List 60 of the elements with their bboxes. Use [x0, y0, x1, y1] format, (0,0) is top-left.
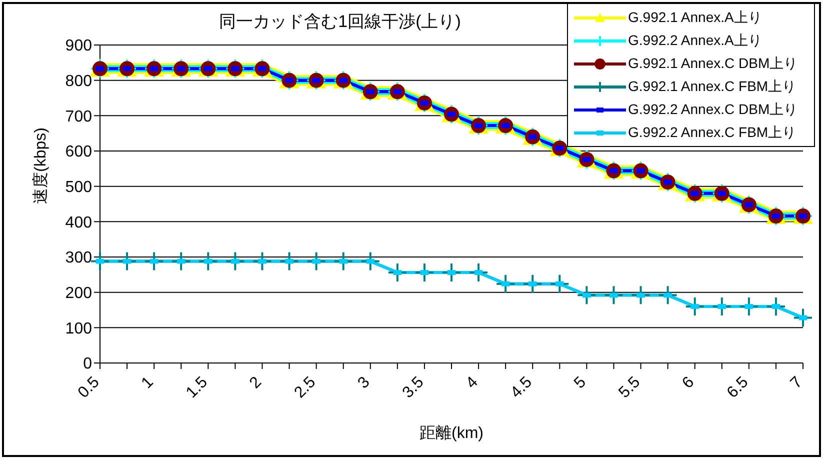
point — [279, 251, 300, 272]
x-tick-label: 4.5 — [508, 374, 536, 402]
point — [496, 274, 516, 294]
point — [576, 285, 597, 306]
point — [414, 262, 434, 283]
point — [550, 274, 570, 294]
point — [522, 274, 543, 294]
y-tick-label: 600 — [65, 144, 92, 161]
point — [306, 251, 326, 272]
x-tick-label: 0.5 — [75, 374, 103, 402]
legend-label: G.992.1 Annex.C DBM上り — [628, 54, 798, 72]
point — [766, 296, 786, 316]
legend-label: G.992.2 Annex.C FBM上り — [628, 124, 796, 142]
point — [658, 285, 678, 306]
x-tick-label: 5 — [571, 374, 590, 392]
x-tick-label: 1.5 — [183, 374, 212, 402]
y-tick-label: 0 — [83, 356, 92, 373]
x-axis-title: 距離(km) — [420, 424, 484, 442]
point — [252, 251, 272, 272]
point — [225, 251, 246, 272]
chart-title: 同一カッド含む1回線干渉(上り) — [218, 11, 462, 33]
x-tick-label: 2.5 — [291, 374, 320, 402]
point — [198, 251, 218, 272]
y-tick-label: 300 — [65, 250, 92, 267]
x-tick-label: 7 — [788, 374, 806, 392]
point — [630, 285, 651, 306]
x-tick-label: 4 — [463, 374, 482, 392]
y-axis-title: 速度(kbps) — [32, 128, 50, 204]
legend-label: G.992.1 Annex.A上り — [628, 8, 762, 26]
legend-label: G.992.1 Annex.C FBM上り — [628, 78, 796, 96]
point — [604, 285, 624, 306]
point — [171, 251, 192, 272]
point — [333, 251, 354, 272]
y-tick-label: 900 — [65, 38, 92, 55]
legend-label: G.992.2 Annex.A上り — [628, 32, 762, 50]
point — [468, 262, 489, 283]
x-tick-label: 2 — [246, 374, 266, 392]
legend-label: G.992.2 Annex.C DBM上り — [628, 100, 798, 118]
x-tick-label: 5.5 — [616, 374, 644, 402]
point — [712, 296, 732, 316]
x-tick-label: 3 — [354, 374, 374, 392]
point — [387, 262, 408, 283]
point — [144, 251, 164, 272]
point — [442, 262, 462, 283]
x-tick-label: 6.5 — [724, 374, 752, 402]
x-tick-label: 1 — [138, 374, 157, 392]
point — [793, 308, 813, 328]
x-tick-label: 3.5 — [400, 374, 428, 402]
y-tick-label: 800 — [65, 73, 92, 90]
y-tick-label: 200 — [65, 285, 92, 302]
y-tick-label: 100 — [65, 320, 92, 338]
y-tick-label: 500 — [65, 179, 92, 196]
x-tick-label: 6 — [679, 374, 698, 392]
point — [684, 296, 705, 316]
point — [90, 251, 110, 272]
y-tick-label: 400 — [65, 214, 92, 232]
point — [360, 251, 380, 272]
point — [117, 251, 138, 272]
y-tick-label: 700 — [65, 108, 92, 126]
point — [738, 296, 759, 316]
